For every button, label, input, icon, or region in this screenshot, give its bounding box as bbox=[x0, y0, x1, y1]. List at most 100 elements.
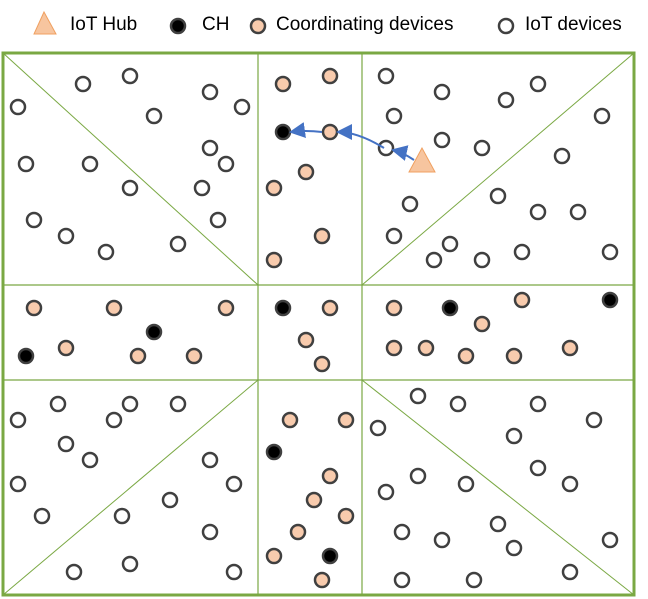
legend-ch-label: CH bbox=[202, 14, 229, 35]
iot-device-node bbox=[225, 563, 243, 581]
iot-device-node bbox=[449, 395, 467, 413]
legend-iot-device-label: IoT devices bbox=[525, 14, 622, 35]
coordinating-device-node bbox=[305, 491, 323, 509]
iot-device-node bbox=[409, 467, 427, 485]
cluster-head-node bbox=[145, 323, 163, 341]
coordinating-device-node bbox=[265, 547, 283, 565]
iot-device-node bbox=[497, 91, 515, 109]
iot-device-node bbox=[505, 539, 523, 557]
iot-device-node bbox=[529, 75, 547, 93]
iot-device-node bbox=[433, 531, 451, 549]
iot-device-node bbox=[105, 411, 123, 429]
coordinating-device-node bbox=[417, 339, 435, 357]
coordinating-device-node bbox=[385, 339, 403, 357]
iot-device-node bbox=[74, 75, 92, 93]
iot-device-node bbox=[201, 139, 219, 157]
iot-device-node bbox=[81, 155, 99, 173]
iot-device-node bbox=[385, 107, 403, 125]
iot-device-node bbox=[473, 139, 491, 157]
iot-device-node bbox=[425, 251, 443, 269]
iot-device-node bbox=[169, 395, 187, 413]
cluster-head-node bbox=[441, 299, 459, 317]
coordinating-device-node bbox=[561, 339, 579, 357]
iot-device-node bbox=[513, 243, 531, 261]
coordinating-device-node bbox=[105, 299, 123, 317]
legend-coordinating-label: Coordinating devices bbox=[276, 14, 453, 35]
arrow-hub-to-coordinator bbox=[391, 145, 415, 161]
coordinating-device-node bbox=[297, 331, 315, 349]
iot-device-node bbox=[369, 419, 387, 437]
iot-device-node bbox=[209, 211, 227, 229]
iot-hub-node bbox=[408, 146, 436, 173]
iot-device-node bbox=[169, 235, 187, 253]
iot-device-node bbox=[225, 475, 243, 493]
cluster-head-node bbox=[274, 123, 292, 141]
routing-arrows bbox=[289, 122, 415, 161]
iot-device-node bbox=[161, 491, 179, 509]
iot-device-node bbox=[33, 507, 51, 525]
coordinating-device-node bbox=[289, 523, 307, 541]
coordinating-device-node bbox=[473, 315, 491, 333]
field-border bbox=[1, 51, 636, 597]
iot-device-node bbox=[145, 107, 163, 125]
iot-device-node bbox=[433, 131, 451, 149]
iot-device-node bbox=[489, 187, 507, 205]
iot-device-node bbox=[9, 411, 27, 429]
cluster-head-node bbox=[17, 347, 35, 365]
iot-device-node bbox=[489, 515, 507, 533]
iot-device-node bbox=[505, 427, 523, 445]
coordinating-device-node bbox=[321, 67, 339, 85]
coordinating-device-node bbox=[337, 507, 355, 525]
iot-device-node bbox=[377, 67, 395, 85]
iot-device-node bbox=[113, 507, 131, 525]
coordinating-device-node bbox=[281, 411, 299, 429]
cluster-head-node bbox=[265, 443, 283, 461]
iot-device-node bbox=[9, 98, 27, 116]
iot-device-node bbox=[393, 523, 411, 541]
partition-lines bbox=[1, 51, 636, 597]
iot-device-node bbox=[201, 83, 219, 101]
cluster-head-node bbox=[321, 547, 339, 565]
iot-device-node bbox=[17, 155, 35, 173]
coordinating-device-node bbox=[321, 299, 339, 317]
iot-device-node bbox=[553, 147, 571, 165]
iot-device-node bbox=[201, 523, 219, 541]
coordinating-device-node bbox=[274, 75, 292, 93]
iot-device-node bbox=[121, 179, 139, 197]
iot-device-node bbox=[25, 211, 43, 229]
iot-device-node bbox=[377, 483, 395, 501]
iot-device-node bbox=[585, 411, 603, 429]
diagonal-top-right bbox=[361, 52, 635, 286]
iot-device-node bbox=[529, 395, 547, 413]
legend-hub-icon bbox=[33, 10, 57, 35]
iot-device-node bbox=[393, 571, 411, 589]
iot-device-node bbox=[561, 475, 579, 493]
coordinating-device-node bbox=[337, 411, 355, 429]
legend-ch-icon bbox=[169, 17, 187, 35]
iot-device-node bbox=[441, 235, 459, 253]
node-layer bbox=[9, 67, 619, 589]
legend-iot-device-icon bbox=[497, 17, 515, 35]
iot-device-node bbox=[57, 227, 75, 245]
arrow-coordinator-to-coordinator bbox=[336, 124, 385, 149]
iot-device-node bbox=[97, 243, 115, 261]
iot-device-node bbox=[529, 203, 547, 221]
iot-device-node bbox=[121, 67, 139, 85]
iot-device-node bbox=[217, 155, 235, 173]
coordinating-device-node bbox=[297, 163, 315, 181]
diagonal-bottom-left bbox=[2, 379, 259, 596]
iot-device-node bbox=[601, 531, 619, 549]
cluster-head-node bbox=[601, 291, 619, 309]
iot-device-node bbox=[569, 203, 587, 221]
coordinating-device-node bbox=[505, 347, 523, 365]
iot-device-node bbox=[561, 563, 579, 581]
cluster-head-node bbox=[274, 299, 292, 317]
iot-device-node bbox=[233, 98, 251, 116]
iot-device-node bbox=[377, 139, 395, 157]
iot-device-node bbox=[9, 475, 27, 493]
legend-coordinating-icon bbox=[249, 17, 267, 35]
coordinating-device-node bbox=[265, 179, 283, 197]
iot-device-node bbox=[457, 475, 475, 493]
coordinating-device-node bbox=[265, 251, 283, 269]
